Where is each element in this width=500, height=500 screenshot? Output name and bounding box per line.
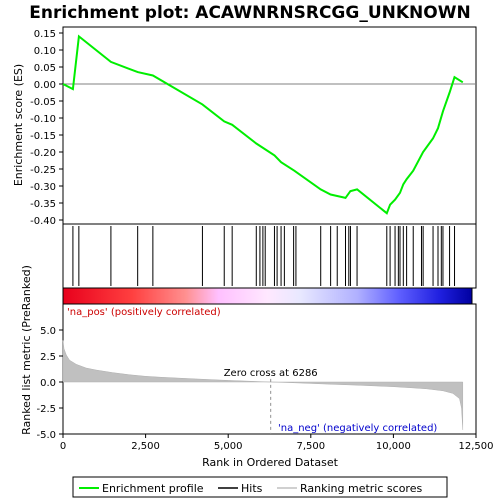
rank-x-tick-label: 5,000	[214, 441, 243, 452]
rank-y-tick-label: 2.5	[40, 352, 56, 363]
neg-label: 'na_neg' (negatively correlated)	[278, 423, 437, 434]
es-y-tick-label: 0.15	[34, 29, 56, 40]
es-y-ticks: 0.15 0.10 0.05 0.00 -0.05 -0.10 -0.15 -0.20 -0.2…	[30, 29, 63, 227]
rank-y-ticks: 5.0 2.5 0.0 -2.5 -5.0	[36, 326, 63, 441]
legend-hits-label: Hits	[241, 482, 263, 495]
ranking-panel: Zero cross at 6286 'na_pos' (positively …	[20, 265, 494, 469]
hits-panel	[62, 223, 477, 289]
ranking-panel-frame	[62, 303, 477, 435]
rank-y-tick-label: -2.5	[36, 404, 56, 415]
legend-metric-label: Ranking metric scores	[300, 482, 422, 495]
es-y-tick-label: -0.20	[30, 148, 56, 159]
rank-x-tick-label: 12,500	[459, 441, 494, 452]
rank-y-tick-label: -5.0	[36, 430, 56, 441]
es-panel-frame	[62, 26, 477, 225]
es-y-tick-label: 0.05	[34, 63, 56, 74]
es-y-tick-label: -0.30	[30, 182, 56, 193]
rank-x-tick-label: 7,500	[296, 441, 325, 452]
rank-x-tick-label: 0	[60, 441, 66, 452]
hits-panel-frame	[62, 223, 477, 289]
enrichment-profile-line	[62, 34, 464, 215]
legend-box	[72, 476, 448, 498]
rank-x-ticks: 0 2,500 5,000 7,500 10,000 12,500	[60, 434, 494, 452]
rank-y-tick-label: 5.0	[40, 326, 56, 337]
es-y-tick-label: -0.15	[30, 131, 56, 142]
legend: Enrichment profile Hits Ranking metric s…	[72, 476, 448, 498]
rank-y-tick-label: 0.0	[40, 378, 56, 389]
es-y-tick-label: -0.10	[30, 114, 56, 125]
es-y-tick-label: -0.05	[30, 97, 56, 108]
ranking-metric-area	[62, 340, 464, 430]
zero-cross-label: Zero cross at 6286	[224, 368, 318, 379]
es-y-tick-label: -0.40	[30, 216, 56, 227]
rank-x-tick-label: 2,500	[131, 441, 160, 452]
hit-marks	[72, 226, 456, 286]
rank-x-tick-label: 10,000	[376, 441, 411, 452]
es-y-tick-label: 0.00	[34, 80, 56, 91]
legend-profile-label: Enrichment profile	[102, 482, 204, 495]
rank-x-label: Rank in Ordered Dataset	[202, 456, 339, 469]
es-y-label: Enrichment score (ES)	[12, 64, 25, 186]
rank-y-label: Ranked list metric (PreRanked)	[20, 265, 33, 435]
chart-title: Enrichment plot: ACAWNRNSRCGG_UNKNOWN	[29, 3, 470, 23]
es-y-tick-label: -0.25	[30, 165, 56, 176]
es-y-tick-label: 0.10	[34, 46, 56, 57]
pos-label: 'na_pos' (positively correlated)	[67, 307, 221, 318]
rank-color-bar	[62, 287, 473, 305]
es-y-tick-label: -0.35	[30, 199, 56, 210]
es-panel: 0.15 0.10 0.05 0.00 -0.05 -0.10 -0.15 -0.20 -0.2…	[12, 26, 477, 227]
